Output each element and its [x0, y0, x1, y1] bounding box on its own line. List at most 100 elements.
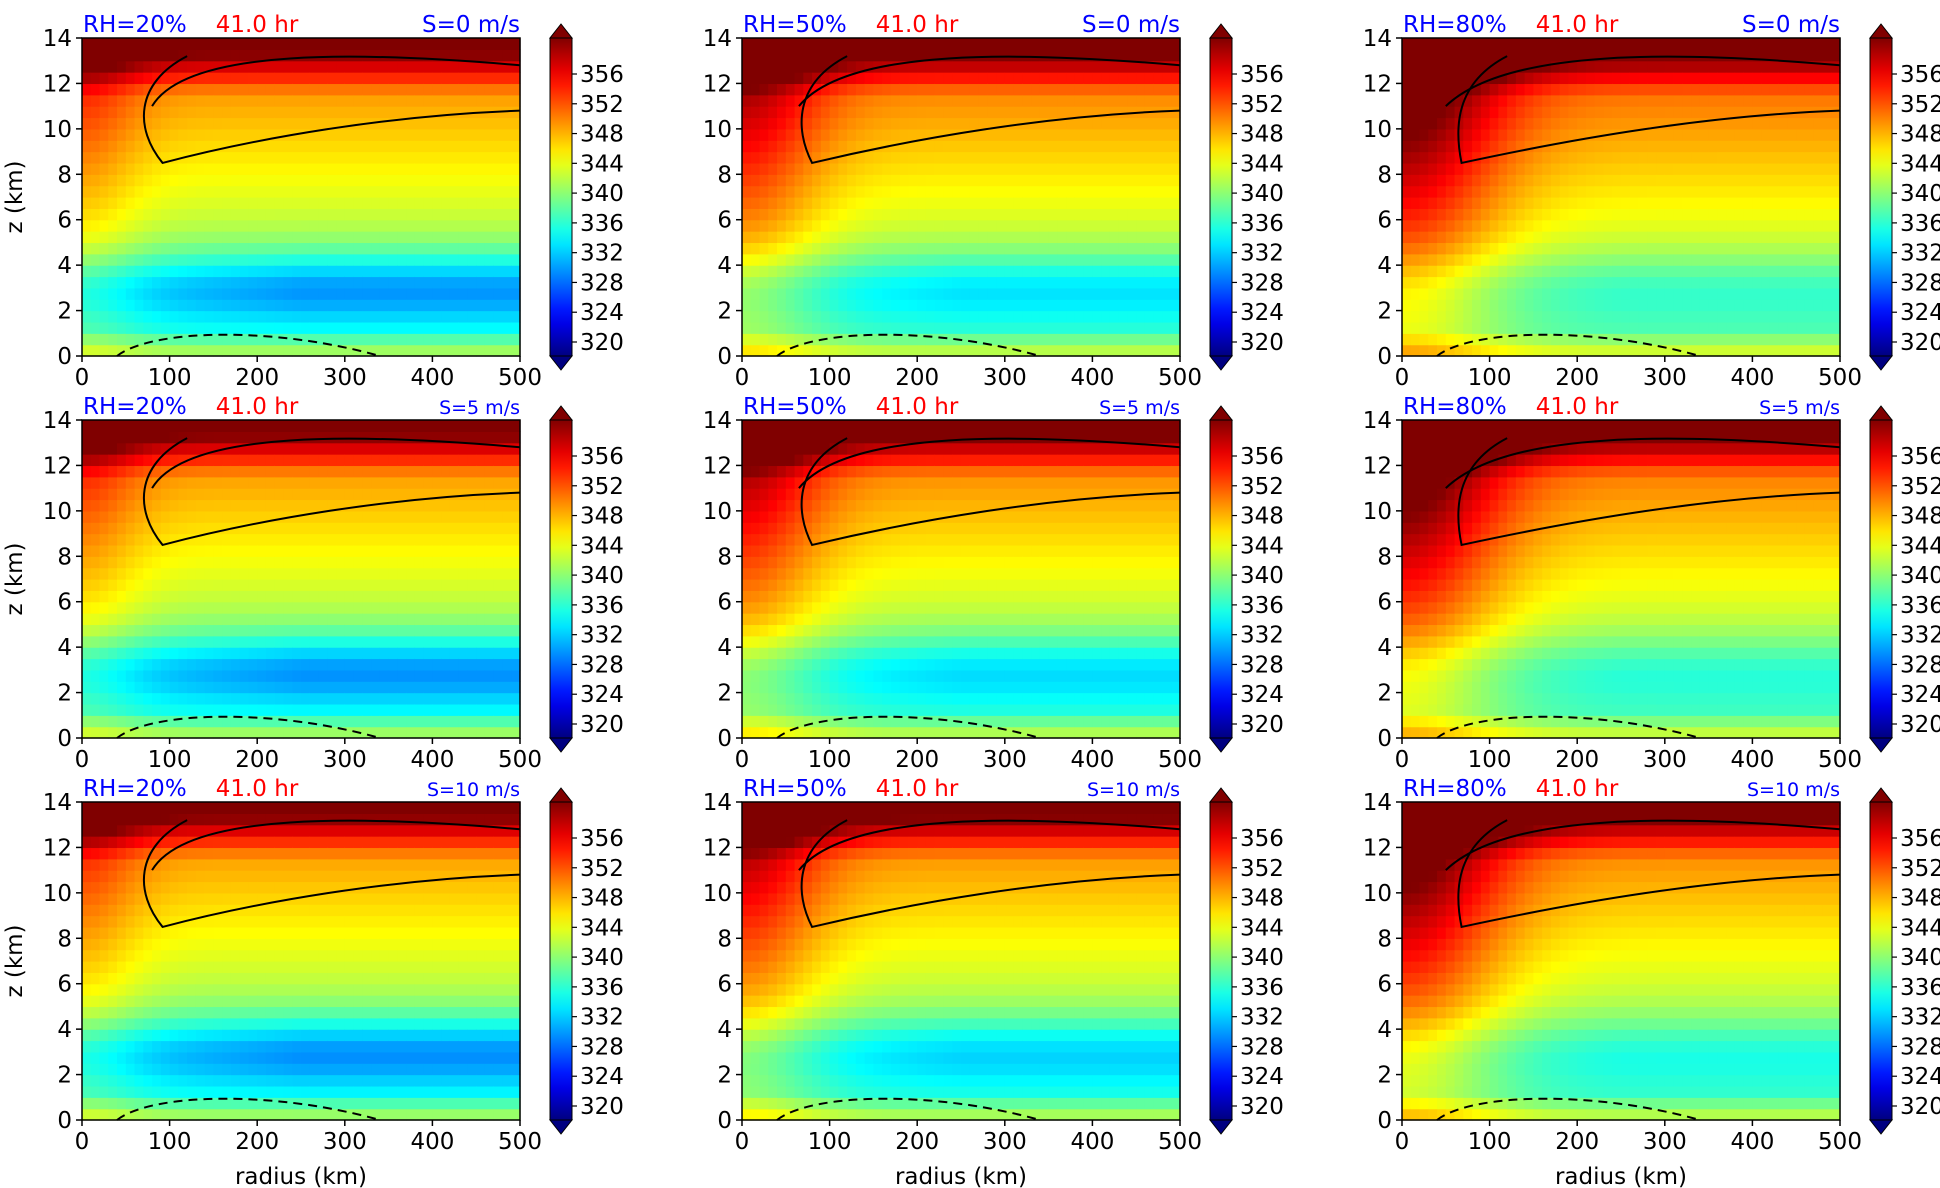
y-tick-label: 8	[57, 926, 72, 952]
colorbar-tick-label: 320	[1240, 712, 1284, 738]
y-tick-label: 12	[43, 71, 72, 97]
colorbar-tick-label: 340	[1240, 945, 1284, 971]
y-tick-label: 6	[1377, 972, 1392, 998]
colorbar-tick-label: 340	[580, 563, 624, 589]
y-tick-label: 2	[717, 299, 732, 325]
y-tick-label: 4	[717, 253, 732, 279]
axes-frame	[81, 419, 521, 739]
contour-dashed	[116, 1097, 381, 1121]
y-axis-label: z (km)	[2, 160, 28, 233]
x-tick-label: 200	[895, 1129, 939, 1155]
contour-lines	[1436, 437, 1841, 739]
colorbar-extend-max	[548, 787, 574, 803]
colorbar-extend-max	[1208, 405, 1234, 421]
colorbar-tick-label: 328	[1900, 652, 1940, 678]
colorbar-tick-label: 332	[1240, 241, 1284, 267]
colorbar-tick-label: 352	[1240, 92, 1284, 118]
y-tick-label: 8	[717, 162, 732, 188]
contour-solid	[151, 819, 521, 871]
x-tick-label: 200	[1555, 1129, 1599, 1155]
rh-label: RH=20%	[83, 776, 187, 802]
y-tick-label: 6	[57, 972, 72, 998]
x-axis-label: radius (km)	[1555, 1164, 1687, 1188]
colorbar-extend-max	[1208, 23, 1234, 39]
colorbar-tick-label: 332	[580, 623, 624, 649]
colorbar-tick-label: 348	[1240, 122, 1284, 148]
y-tick-label: 8	[1377, 162, 1392, 188]
y-tick-label: 14	[1363, 26, 1392, 52]
y-tick-label: 4	[57, 1017, 72, 1043]
colorbar-tick-label: 340	[580, 945, 624, 971]
shear-label: S=5 m/s	[439, 397, 520, 419]
contour-dashed	[776, 333, 1041, 357]
colorbar-tick-label: 324	[580, 300, 624, 326]
x-tick-label: 300	[983, 1129, 1027, 1155]
x-tick-label: 0	[735, 1129, 750, 1155]
rh-label: RH=50%	[743, 776, 847, 802]
y-tick-label: 4	[717, 635, 732, 661]
x-tick-label: 0	[735, 365, 750, 391]
colorbar-tick-label: 348	[1900, 886, 1940, 912]
contour-dashed	[1436, 333, 1701, 357]
colorbar-extend-min	[548, 1119, 574, 1135]
panel-5: 0 2 4 6 8 10 12 14 0 100 200 300 400 500 RH=50% 41.0 hr…	[703, 394, 1284, 773]
colorbar-tick-label: 356	[580, 826, 624, 852]
x-tick-label: 500	[1158, 747, 1202, 773]
contour-solid	[1445, 819, 1841, 871]
contour-dashed	[1436, 715, 1701, 739]
x-tick-label: 0	[1395, 365, 1410, 391]
x-tick-label: 500	[1158, 1129, 1202, 1155]
colorbar-tick-label: 340	[1900, 945, 1940, 971]
colorbar-tick-label: 352	[1900, 856, 1940, 882]
theta-e-field	[742, 802, 1181, 1121]
y-tick-label: 12	[1363, 835, 1392, 861]
x-tick-label: 500	[498, 1129, 542, 1155]
colorbar-extend-min	[1868, 737, 1894, 753]
contour-lines	[1436, 55, 1841, 357]
time-label: 41.0 hr	[216, 776, 299, 802]
x-tick-label: 300	[983, 747, 1027, 773]
y-tick-label: 6	[717, 208, 732, 234]
time-label: 41.0 hr	[1536, 394, 1619, 420]
colorbar-tick-label: 332	[1900, 1005, 1940, 1031]
colorbar: 320 324 328 332 336 340 344 348 352 356	[548, 405, 624, 753]
y-tick-label: 14	[1363, 790, 1392, 816]
contour-solid	[800, 55, 1181, 165]
colorbar-extend-max	[1208, 787, 1234, 803]
colorbar-tick-label: 332	[1900, 623, 1940, 649]
x-axis-label: radius (km)	[895, 1164, 1027, 1188]
y-tick-label: 6	[717, 590, 732, 616]
colorbar-tick-label: 344	[580, 915, 624, 941]
colorbar-tick-label: 340	[1900, 181, 1940, 207]
contour-dashed	[116, 333, 381, 357]
contour-lines	[116, 55, 521, 357]
theta-e-field	[1402, 420, 1841, 739]
colorbar-tick-label: 356	[1240, 444, 1284, 470]
y-tick-label: 2	[1377, 1063, 1392, 1089]
axes-frame	[741, 37, 1181, 357]
colorbar-tick-label: 348	[580, 122, 624, 148]
shear-label: S=0 m/s	[422, 12, 520, 38]
axes-frame	[81, 801, 521, 1121]
y-tick-label: 8	[57, 162, 72, 188]
colorbar-tick-label: 320	[1240, 1094, 1284, 1120]
colorbar-tick-label: 332	[580, 1005, 624, 1031]
colorbar-bar	[1869, 801, 1893, 1121]
theta-e-field	[82, 38, 521, 357]
contour-solid	[1457, 437, 1841, 547]
colorbar-tick-label: 352	[1900, 474, 1940, 500]
x-tick-label: 100	[148, 365, 192, 391]
y-tick-label: 0	[57, 726, 72, 752]
colorbar-extend-min	[1868, 1119, 1894, 1135]
colorbar-bar	[1869, 419, 1893, 739]
colorbar-tick-label: 348	[1240, 886, 1284, 912]
y-tick-label: 4	[57, 253, 72, 279]
y-tick-label: 10	[43, 499, 72, 525]
colorbar-tick-label: 336	[1900, 211, 1940, 237]
colorbar: 320 324 328 332 336 340 344 348 352 356	[548, 23, 624, 371]
contour-solid	[1445, 55, 1841, 107]
x-tick-label: 0	[735, 747, 750, 773]
shear-label: S=10 m/s	[1087, 779, 1180, 801]
x-tick-label: 100	[148, 747, 192, 773]
